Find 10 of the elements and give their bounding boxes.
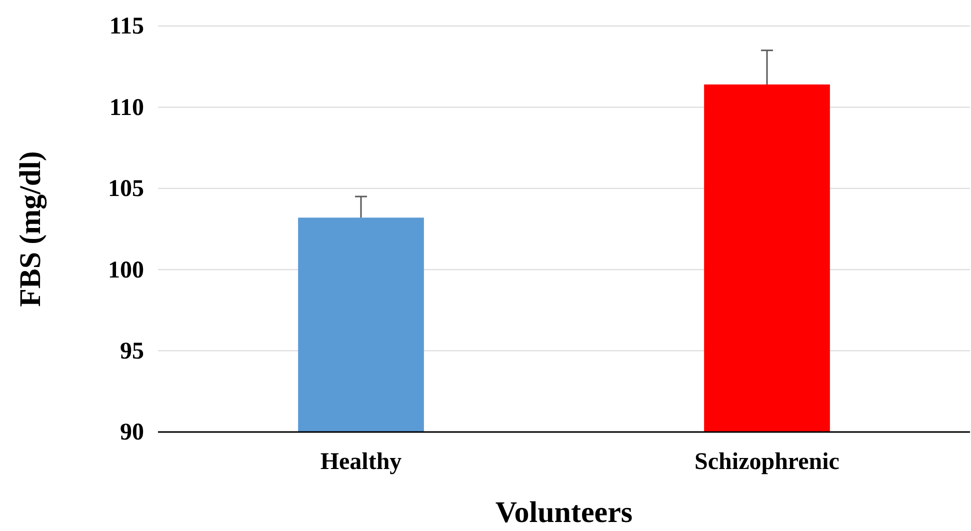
- y-tick-label: 95: [120, 338, 144, 364]
- y-tick-label: 105: [108, 176, 144, 202]
- x-axis-title: Volunteers: [495, 496, 633, 529]
- y-tick-label: 90: [120, 420, 144, 446]
- x-tick-label: Healthy: [320, 449, 402, 476]
- y-tick-label: 100: [108, 257, 144, 284]
- y-tick-label: 115: [109, 14, 144, 40]
- x-tick-label: Schizophrenic: [694, 449, 840, 476]
- y-tick-label: 110: [109, 94, 144, 121]
- y-axis-title: FBS (mg/dl): [14, 151, 47, 307]
